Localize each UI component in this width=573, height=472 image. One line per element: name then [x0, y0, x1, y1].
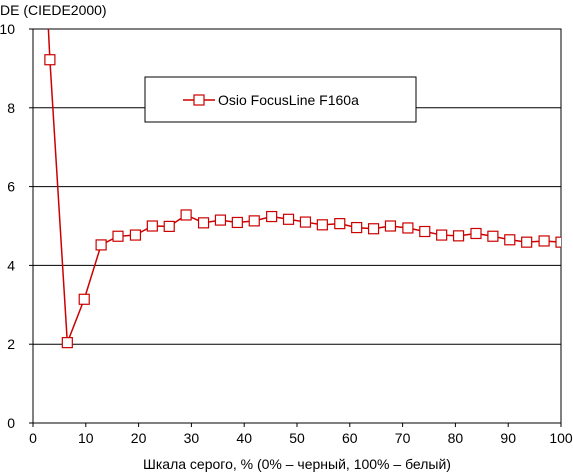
data-point [452, 230, 465, 242]
data-point [299, 216, 312, 228]
x-tick-label: 0 [29, 430, 37, 446]
data-point [163, 220, 175, 232]
x-tick-label: 100 [549, 430, 573, 446]
data-point [487, 230, 499, 242]
series-layer [44, 29, 561, 349]
data-point [44, 54, 56, 66]
data-point [419, 225, 431, 238]
y-axis-title: DE (CIEDE2000) [0, 2, 107, 18]
y-tick-labels: 0 2 4 6 8 10 [0, 21, 33, 431]
x-tick-label: 90 [500, 430, 516, 446]
data-point [470, 227, 482, 240]
x-axis-title: Шкала серого, % (0% – черный, 100% – бел… [143, 456, 451, 472]
data-point [521, 236, 533, 248]
legend-box [144, 76, 417, 123]
x-tick-label: 20 [131, 430, 147, 446]
x-tick-label: 40 [236, 430, 252, 446]
data-point [555, 236, 561, 248]
data-point [146, 220, 158, 232]
y-tick-label: 2 [7, 336, 15, 352]
x-tick-label: 60 [342, 430, 358, 446]
data-point [367, 223, 380, 235]
data-point [197, 217, 210, 229]
y-tick-label: 10 [0, 21, 15, 37]
legend: Osio FocusLine F160a [144, 76, 417, 123]
data-point [402, 222, 414, 234]
data-point [504, 234, 516, 246]
gridlines [33, 28, 561, 345]
data-point [95, 239, 107, 251]
data-point [112, 230, 124, 242]
y-tick-label: 0 [7, 415, 15, 431]
data-point [334, 218, 346, 230]
data-point [316, 219, 328, 231]
data-point [231, 216, 243, 229]
data-point [61, 337, 73, 349]
data-point [351, 221, 363, 234]
x-tick-label: 50 [289, 430, 305, 446]
x-tick-labels: 0 10 20 30 40 50 60 70 80 90 100 [29, 423, 573, 446]
data-point [384, 220, 397, 232]
data-point [129, 229, 142, 241]
data-point [180, 209, 192, 221]
data-point [538, 235, 550, 247]
data-point [78, 293, 90, 305]
data-point [248, 215, 260, 227]
data-point [214, 214, 227, 226]
legend-marker [193, 94, 205, 106]
y-tick-label: 6 [7, 179, 15, 195]
y-tick-label: 4 [7, 257, 15, 273]
x-tick-label: 10 [78, 430, 94, 446]
legend-label: Osio FocusLine F160a [218, 92, 359, 108]
data-point [282, 213, 295, 225]
y-tick-label: 8 [7, 100, 15, 116]
data-point [436, 229, 448, 241]
x-tick-label: 70 [395, 430, 411, 446]
x-tick-label: 80 [448, 430, 464, 446]
x-tick-label: 30 [184, 430, 200, 446]
data-point [266, 210, 278, 223]
